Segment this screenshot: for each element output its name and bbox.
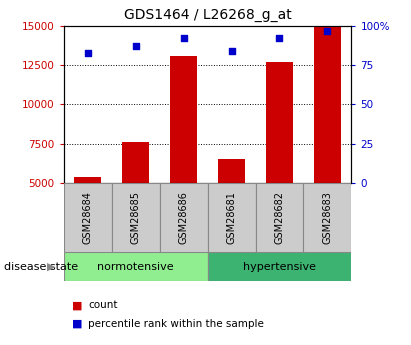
FancyBboxPatch shape (159, 183, 208, 252)
Bar (314, 28, 341, 183)
Bar (218, 159, 245, 183)
FancyBboxPatch shape (208, 252, 351, 281)
Text: GSM28686: GSM28686 (179, 191, 189, 244)
Text: GSM28683: GSM28683 (323, 191, 332, 244)
FancyBboxPatch shape (256, 183, 303, 252)
Text: percentile rank within the sample: percentile rank within the sample (88, 319, 264, 328)
Bar (266, 62, 293, 183)
Text: ▶: ▶ (47, 262, 55, 272)
Text: ■: ■ (72, 319, 83, 328)
Text: count: count (88, 300, 118, 310)
Point (276, 36, 283, 41)
Bar (122, 142, 149, 183)
Text: GSM28684: GSM28684 (83, 191, 92, 244)
Text: GSM28682: GSM28682 (275, 191, 284, 244)
Bar (171, 56, 197, 183)
Text: normotensive: normotensive (97, 262, 174, 272)
Text: hypertensive: hypertensive (243, 262, 316, 272)
Text: GSM28681: GSM28681 (226, 191, 236, 244)
FancyBboxPatch shape (208, 183, 256, 252)
Text: GSM28685: GSM28685 (131, 191, 141, 244)
FancyBboxPatch shape (64, 183, 112, 252)
Bar (74, 177, 101, 183)
FancyBboxPatch shape (64, 252, 208, 281)
FancyBboxPatch shape (303, 183, 351, 252)
Text: disease state: disease state (4, 262, 78, 272)
Text: ■: ■ (72, 300, 83, 310)
Title: GDS1464 / L26268_g_at: GDS1464 / L26268_g_at (124, 8, 291, 22)
FancyBboxPatch shape (112, 183, 159, 252)
Point (132, 43, 139, 49)
Point (324, 28, 331, 33)
Point (84, 50, 91, 55)
Point (228, 48, 235, 54)
Point (180, 36, 187, 41)
